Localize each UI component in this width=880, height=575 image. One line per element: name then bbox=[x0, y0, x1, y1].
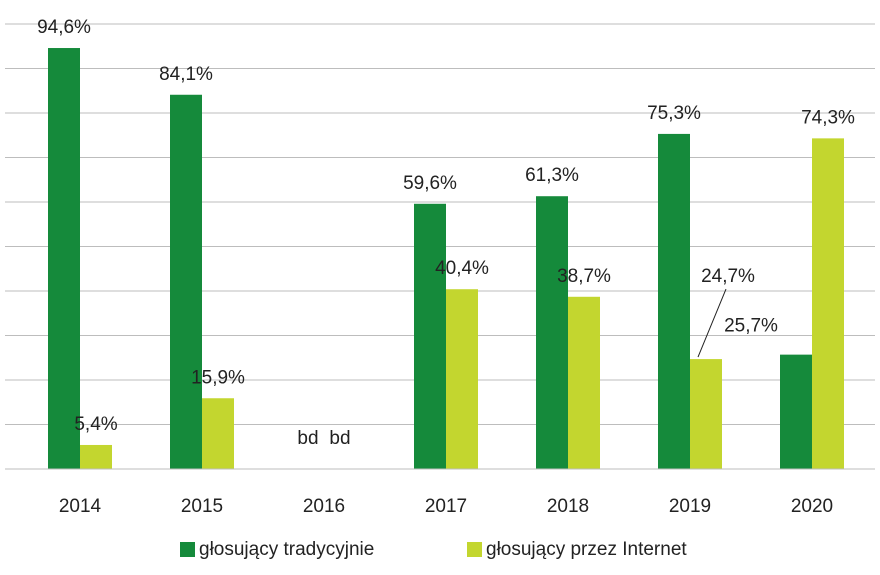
x-tick-label: 2015 bbox=[181, 496, 223, 517]
value-label: 40,4% bbox=[435, 258, 489, 279]
value-label: 84,1% bbox=[159, 64, 213, 85]
legend-label: głosujący tradycyjnie bbox=[199, 539, 374, 560]
value-label: 5,4% bbox=[74, 414, 117, 435]
value-label: 15,9% bbox=[191, 367, 245, 388]
x-tick-label: 2017 bbox=[425, 496, 467, 517]
value-label: 38,7% bbox=[557, 266, 611, 287]
x-tick-label: 2019 bbox=[669, 496, 711, 517]
value-label: 94,6% bbox=[37, 17, 91, 38]
value-label: 61,3% bbox=[525, 165, 579, 186]
bar bbox=[690, 359, 722, 469]
value-label: bd bbox=[329, 428, 350, 449]
bar bbox=[80, 444, 112, 469]
x-tick-label: 2014 bbox=[59, 496, 102, 517]
x-tick-label: 2018 bbox=[547, 496, 589, 517]
x-tick-label: 2020 bbox=[791, 496, 833, 517]
value-label: 59,6% bbox=[403, 173, 457, 194]
bar bbox=[48, 48, 80, 469]
x-tick-label: 2016 bbox=[303, 496, 345, 517]
leader-line bbox=[697, 288, 727, 358]
legend-label: głosujący przez Internet bbox=[486, 539, 687, 560]
bar bbox=[536, 196, 568, 469]
bar bbox=[202, 398, 234, 469]
value-label: 24,7% bbox=[701, 266, 755, 287]
value-label: bd bbox=[297, 428, 318, 449]
bar bbox=[780, 354, 812, 469]
legend-swatch bbox=[467, 542, 482, 557]
bar bbox=[568, 296, 600, 469]
value-label: 25,7% bbox=[724, 316, 778, 337]
bar bbox=[658, 133, 690, 470]
legend-swatch bbox=[180, 542, 195, 557]
bar bbox=[170, 94, 202, 469]
bar bbox=[414, 203, 446, 469]
value-label: 74,3% bbox=[801, 107, 855, 128]
bar bbox=[446, 289, 478, 469]
bar bbox=[812, 138, 844, 470]
value-label: 75,3% bbox=[647, 103, 701, 124]
